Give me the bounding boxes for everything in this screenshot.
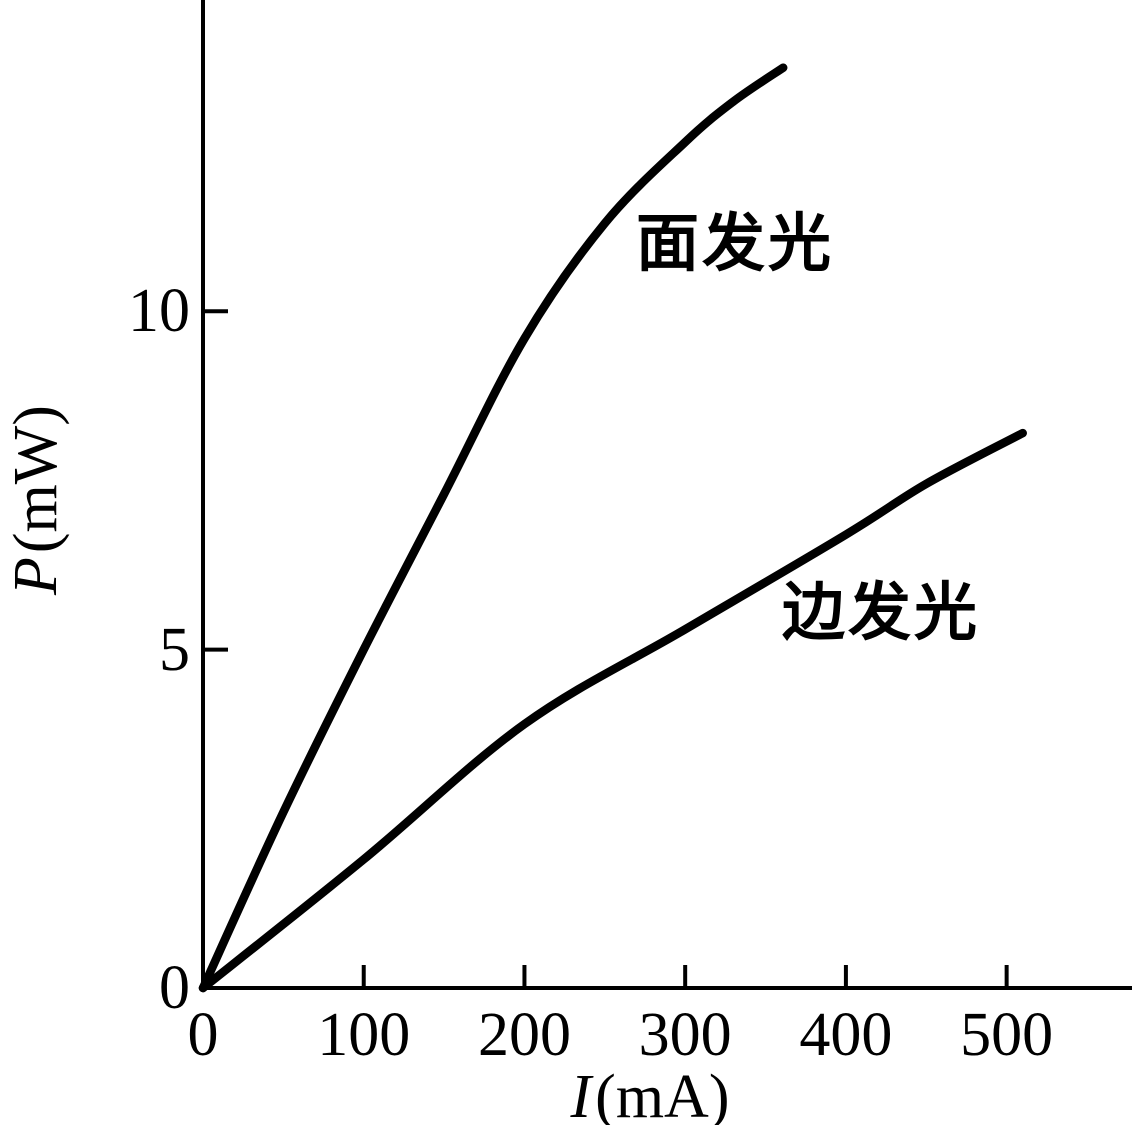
y-axis-title: P(mW) — [2, 405, 70, 595]
y-tick-label-10: 10 — [128, 277, 190, 346]
axes — [201, 0, 1132, 990]
y-tick-label-0: 0 — [159, 954, 190, 1022]
x-tick-label-100: 100 — [317, 1001, 411, 1069]
x-tick-label-200: 200 — [477, 1001, 571, 1069]
y-tick-label-5: 5 — [159, 615, 190, 684]
x-tick-label-500: 500 — [960, 1001, 1054, 1069]
x-tick-label-0: 0 — [187, 1001, 219, 1069]
x-axis-title: I(mA) — [571, 1066, 730, 1125]
edge-emitting-series-label: 边发光 — [782, 576, 980, 649]
x-axis-variable: I — [570, 1063, 592, 1125]
tick-marks — [203, 309, 1009, 988]
x-axis-unit: (mA) — [595, 1063, 730, 1125]
x-tick-label-400: 400 — [799, 1001, 893, 1069]
edge-emitting-curve — [198, 428, 1027, 993]
y-axis-variable: P — [2, 557, 70, 595]
data-curves — [198, 63, 1027, 993]
surface-emitting-curve — [198, 63, 788, 993]
surface-emitting-series-label: 面发光 — [636, 207, 834, 280]
x-tick-label-300: 300 — [638, 1001, 732, 1069]
y-axis-unit: (mW) — [2, 405, 70, 554]
